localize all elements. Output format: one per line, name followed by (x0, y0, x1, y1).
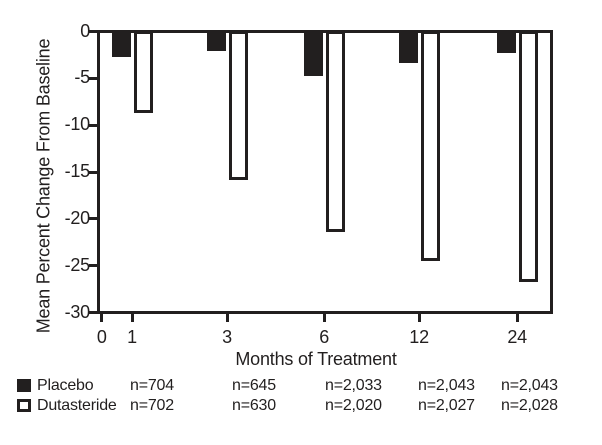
x-axis-tick-label: 24 (507, 327, 527, 347)
bar-placebo-month-1 (112, 31, 132, 58)
y-axis-tick (89, 30, 98, 33)
x-axis-label: Months of Treatment (235, 349, 397, 369)
filled-square-icon (17, 379, 31, 392)
x-axis-tick (100, 313, 104, 322)
y-axis-tick-label: -15 (64, 161, 91, 181)
bar-dutasteride-month-1 (134, 31, 154, 114)
legend-count-dutasteride-24: n=2,028 (501, 397, 558, 414)
bar-placebo-month-24 (497, 31, 517, 53)
legend-count-placebo-3: n=645 (232, 377, 276, 394)
y-axis-tick-label: -10 (64, 114, 91, 135)
y-axis-tick-label: -5 (74, 67, 90, 88)
x-axis-tick-label: 0 (96, 327, 107, 347)
y-axis-tick (89, 311, 98, 314)
x-axis-tick (322, 313, 326, 322)
x-axis-tick (417, 313, 421, 322)
legend-label-placebo: Placebo (37, 377, 94, 394)
bar-dutasteride-month-24 (519, 31, 539, 283)
y-axis-tick-label: -20 (64, 207, 91, 228)
legend-count-placebo-1: n=704 (130, 377, 174, 394)
y-axis-tick-label: -25 (64, 254, 91, 275)
x-axis-tick (130, 313, 134, 322)
legend-count-dutasteride-1: n=702 (130, 397, 174, 414)
bar-dutasteride-month-12 (421, 31, 441, 261)
x-axis-tick-label: 12 (409, 327, 429, 347)
bar-placebo-month-12 (399, 31, 419, 63)
x-axis-tick (225, 313, 229, 322)
legend-label-dutasteride: Dutasteride (37, 397, 117, 414)
y-axis-tick (89, 264, 98, 268)
bar-dutasteride-month-6 (326, 31, 346, 232)
x-axis-tick-label: 6 (319, 327, 330, 347)
plot-area (97, 30, 553, 314)
legend-count-placebo-6: n=2,033 (325, 377, 382, 394)
open-square-icon (17, 399, 31, 412)
bar-placebo-month-6 (304, 31, 324, 77)
x-axis-tick (515, 313, 519, 322)
y-axis-tick (89, 170, 98, 174)
y-axis-tick (89, 217, 98, 221)
legend-count-placebo-24: n=2,043 (501, 377, 558, 394)
x-axis-tick-label: 3 (222, 327, 232, 347)
legend-count-dutasteride-6: n=2,020 (325, 397, 382, 414)
x-axis-tick-label: 1 (127, 327, 137, 347)
y-axis-tick (89, 123, 98, 127)
y-axis-tick (89, 76, 98, 80)
y-axis-tick-label: -30 (64, 301, 91, 322)
legend-count-placebo-12: n=2,043 (418, 377, 475, 394)
legend-count-dutasteride-12: n=2,027 (418, 397, 475, 414)
y-axis-tick-label: 0 (80, 20, 90, 41)
bar-dutasteride-month-3 (229, 31, 248, 180)
legend-count-dutasteride-3: n=630 (232, 397, 276, 414)
bar-placebo-month-3 (207, 31, 226, 51)
